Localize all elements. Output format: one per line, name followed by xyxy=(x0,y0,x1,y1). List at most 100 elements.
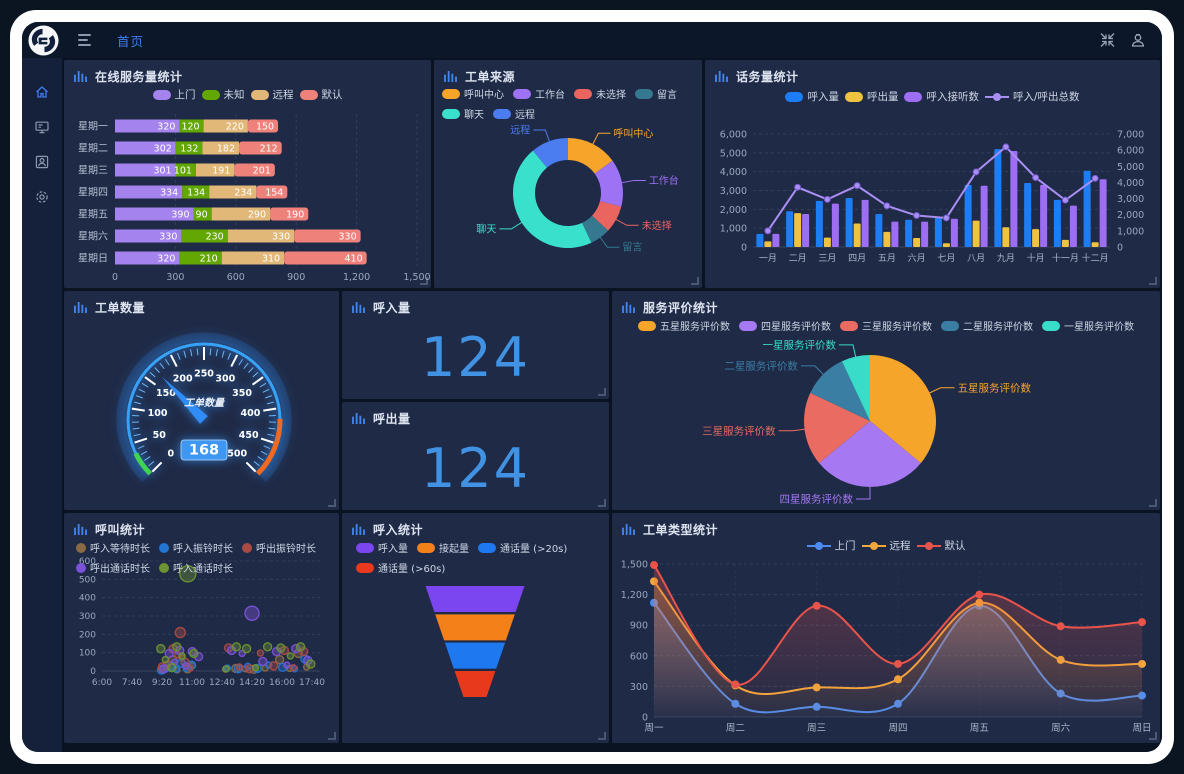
svg-text:900: 900 xyxy=(630,621,648,632)
legend-item[interactable]: 上门 xyxy=(152,87,196,102)
funnel-chart[interactable] xyxy=(342,537,609,743)
smooth-line-chart[interactable]: 0 300 600 900 1,200 1,500 周一 周二 周三 周四 周五 周六 周日 xyxy=(612,537,1160,743)
resize-handle[interactable] xyxy=(328,732,336,740)
legend-item[interactable]: 一星服务评价数 xyxy=(1042,318,1134,333)
sidebar-item-settings[interactable] xyxy=(34,189,50,205)
svg-text:330: 330 xyxy=(272,232,290,243)
legend-item[interactable]: 呼入通话时长 xyxy=(159,560,233,575)
bar-segment-默认: 190 xyxy=(270,207,309,221)
resize-handle[interactable] xyxy=(598,388,606,396)
legend-item[interactable]: 呼出通话时长 xyxy=(76,560,150,575)
funnel-step-接起量 xyxy=(435,614,515,641)
svg-text:4,000: 4,000 xyxy=(720,167,747,178)
legend-item[interactable]: 呼入量 xyxy=(785,89,839,104)
resize-handle[interactable] xyxy=(598,732,606,740)
legend-item[interactable]: 默认 xyxy=(299,87,343,102)
svg-text:250: 250 xyxy=(194,369,214,380)
legend-item[interactable]: 留言 xyxy=(635,86,677,101)
legend-item[interactable]: 通话量 (>60s) xyxy=(356,560,445,575)
svg-text:0: 0 xyxy=(1117,243,1123,254)
svg-text:6:00: 6:00 xyxy=(92,678,112,688)
svg-text:182: 182 xyxy=(217,144,235,155)
resize-handle[interactable] xyxy=(1149,732,1157,740)
legend-item[interactable]: 呼叫中心 xyxy=(442,86,504,101)
bar-呼入接听数 xyxy=(921,221,929,247)
bar-segment-远程: 234 xyxy=(209,185,257,199)
legend-item[interactable]: 四星服务评价数 xyxy=(739,318,831,333)
legend-marker xyxy=(1042,320,1060,331)
legend-item[interactable]: 呼出量 xyxy=(844,89,898,104)
legend-item[interactable]: 工作台 xyxy=(513,86,565,101)
legend-marker xyxy=(442,88,460,99)
legend-item[interactable]: 通话量 (>20s) xyxy=(478,540,567,555)
legend-item[interactable]: 远程 xyxy=(861,538,911,553)
svg-text:7:40: 7:40 xyxy=(122,678,142,688)
legend-item[interactable]: 默认 xyxy=(916,538,966,553)
donut-slice-远程 xyxy=(532,138,568,168)
legend-marker xyxy=(76,562,86,573)
svg-text:900: 900 xyxy=(287,272,305,283)
stacked-bar-chart[interactable]: 0 300 600 900 1,200 1,500 星期一 320 120 220 150 星期二 30… xyxy=(64,84,431,288)
resize-handle[interactable] xyxy=(1149,499,1157,507)
bar-line-chart[interactable]: 0 1,000 2,000 3,000 4,000 5,000 6,000 0 1,000 2,0… xyxy=(705,84,1160,288)
svg-text:三月: 三月 xyxy=(818,253,836,264)
svg-text:120: 120 xyxy=(181,122,199,133)
svg-text:呼叫中心: 呼叫中心 xyxy=(613,127,653,140)
tab-home[interactable]: 首页 xyxy=(117,33,145,49)
svg-text:17:40: 17:40 xyxy=(299,678,325,688)
legend-label: 通话量 (>60s) xyxy=(378,564,446,575)
svg-text:七月: 七月 xyxy=(937,253,955,264)
hamburger-icon[interactable] xyxy=(78,34,91,46)
legend-item[interactable]: 未选择 xyxy=(574,86,626,101)
legend-marker xyxy=(916,541,941,550)
sidebar-item-monitor[interactable] xyxy=(34,119,50,135)
collapse-icon[interactable] xyxy=(1099,32,1116,48)
funnel-step-通话量 (>20s) xyxy=(444,642,506,669)
legend-item[interactable]: 远程 xyxy=(250,87,294,102)
legend-item[interactable]: 呼入振铃时长 xyxy=(159,540,233,555)
legend-label: 聊天 xyxy=(464,110,484,121)
legend-item[interactable]: 远程 xyxy=(493,106,535,121)
sidebar-item-account[interactable] xyxy=(34,154,50,170)
panel-title: 呼入量 xyxy=(373,300,411,315)
svg-text:101: 101 xyxy=(174,166,192,177)
resize-handle[interactable] xyxy=(1149,277,1157,285)
scatter-chart[interactable]: 0 100 200 300 400 500 600 6:00 7:40 9:20 11:00 12:4… xyxy=(64,537,339,743)
legend-item[interactable]: 呼入/呼出总数 xyxy=(984,89,1080,104)
panel-header: 呼出量 xyxy=(342,402,609,426)
resize-handle[interactable] xyxy=(420,277,428,285)
panel-header: 工单来源 xyxy=(434,60,702,84)
legend-item[interactable]: 五星服务评价数 xyxy=(638,318,730,333)
svg-text:工作台: 工作台 xyxy=(649,174,679,187)
legend-item[interactable]: 二星服务评价数 xyxy=(941,318,1033,333)
panel-outbound-count: 呼出量 124 xyxy=(342,402,609,510)
legend-item[interactable]: 聊天 xyxy=(442,106,484,121)
legend-item[interactable]: 三星服务评价数 xyxy=(840,318,932,333)
user-icon[interactable] xyxy=(1130,32,1146,48)
legend-item[interactable]: 呼入接听数 xyxy=(904,89,979,104)
legend-label: 远程 xyxy=(272,89,294,101)
gauge-chart[interactable]: 050 100 150 200 250 300 350 400 450 500 工单数量 168 xyxy=(64,315,339,510)
legend-item[interactable]: 未知 xyxy=(201,87,245,102)
svg-text:周六: 周六 xyxy=(1051,722,1071,734)
svg-text:600: 600 xyxy=(227,272,245,283)
legend-item[interactable]: 呼入量 xyxy=(356,540,408,555)
panel-title: 工单来源 xyxy=(465,69,516,84)
sidebar-item-home[interactable] xyxy=(34,84,50,100)
legend-item[interactable]: 呼入等待时长 xyxy=(76,540,150,555)
bar-呼出量 xyxy=(972,220,980,247)
app-logo[interactable] xyxy=(27,24,60,57)
resize-handle[interactable] xyxy=(691,277,699,285)
legend-item[interactable]: 上门 xyxy=(806,538,856,553)
legend: 呼叫中心 工作台 未选择 留言聊天 远程 xyxy=(442,86,698,121)
resize-handle[interactable] xyxy=(328,499,336,507)
legend-item[interactable]: 接起量 xyxy=(417,540,469,555)
resize-handle[interactable] xyxy=(598,499,606,507)
legend-label: 通话量 (>20s) xyxy=(500,544,568,555)
bar-segment-未知: 101 xyxy=(174,163,196,177)
legend-marker xyxy=(250,89,269,100)
legend-item[interactable]: 呼出振铃时长 xyxy=(242,540,316,555)
panel-header: 工单数量 xyxy=(64,291,339,315)
